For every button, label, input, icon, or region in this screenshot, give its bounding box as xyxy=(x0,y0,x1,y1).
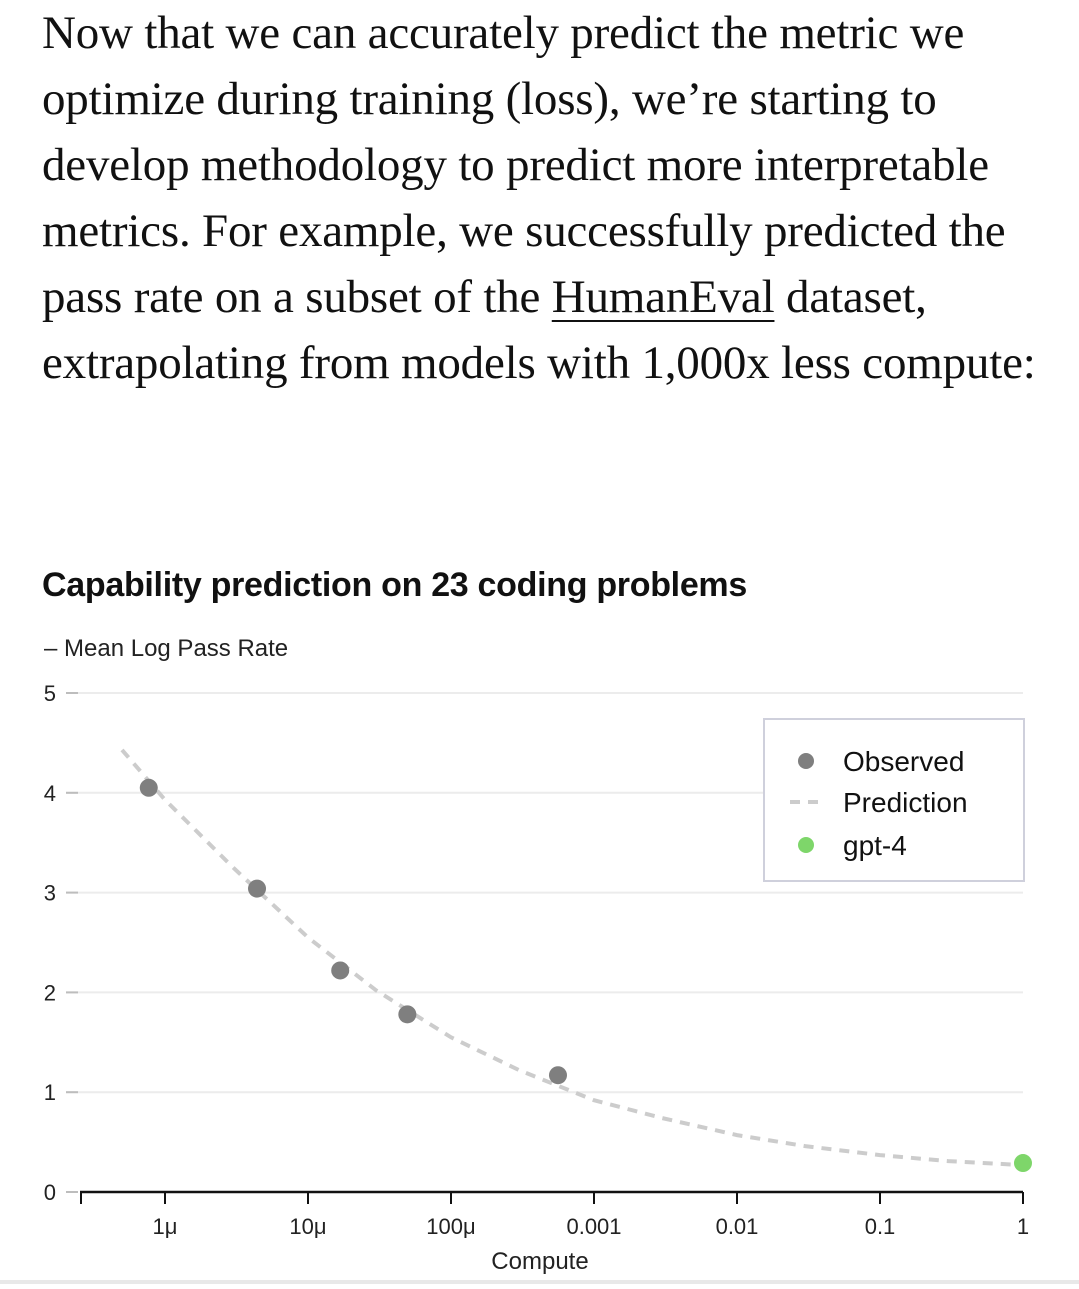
y-axis-label: – Mean Log Pass Rate xyxy=(44,635,288,662)
x-axis: 1μ 10μ 100μ 0.001 0.01 0.1 1 xyxy=(80,1190,1029,1239)
observed-point xyxy=(139,778,158,797)
gpt4-point xyxy=(1014,1154,1032,1173)
article-text: Now that we can accurately predict the m… xyxy=(42,0,1052,396)
chart-title: Capability prediction on 23 coding probl… xyxy=(42,566,747,604)
x-tick-label: 1 xyxy=(1017,1214,1029,1239)
observed-point xyxy=(548,1066,567,1085)
observed-point xyxy=(248,879,267,898)
observed-point xyxy=(331,961,350,980)
chart-container: – Mean Log Pass Rate 0 1 2 3 4 5 1μ 10μ 100μ 0.0… xyxy=(0,620,1079,1284)
legend-box xyxy=(763,718,1025,882)
humaneval-link[interactable]: HumanEval xyxy=(551,271,775,323)
y-tick-label: 1 xyxy=(44,1080,56,1105)
y-tick-label: 3 xyxy=(44,881,56,906)
legend: Observed Prediction gpt-4 xyxy=(763,718,1025,882)
x-tick-label: 1μ xyxy=(153,1214,178,1239)
y-tick-label: 5 xyxy=(44,681,56,706)
y-tick-label: 2 xyxy=(44,980,56,1005)
legend-label: Observed xyxy=(843,746,964,777)
observed-point xyxy=(398,1005,417,1024)
y-axis: 0 1 2 3 4 5 xyxy=(44,681,78,1205)
y-tick-label: 0 xyxy=(44,1180,56,1205)
x-tick-label: 10μ xyxy=(289,1214,326,1239)
chart-svg: – Mean Log Pass Rate 0 1 2 3 4 5 1μ 10μ 100μ 0.0… xyxy=(44,635,1032,1275)
x-tick-label: 0.001 xyxy=(566,1214,621,1239)
legend-gpt4-swatch xyxy=(798,837,814,853)
article-text-after-link: dataset, extrapolating from models with … xyxy=(42,271,1036,389)
legend-label: Prediction xyxy=(843,787,968,818)
x-axis-label: Compute xyxy=(491,1248,588,1275)
legend-label: gpt-4 xyxy=(843,830,907,861)
article-paragraph: Now that we can accurately predict the m… xyxy=(42,0,1052,396)
legend-observed-swatch xyxy=(798,753,814,769)
x-tick-label: 0.1 xyxy=(865,1214,896,1239)
article-text-before-link: Now that we can accurately predict the m… xyxy=(42,7,1006,323)
x-tick-label: 100μ xyxy=(426,1214,475,1239)
bottom-divider xyxy=(0,1280,1079,1284)
x-tick-label: 0.01 xyxy=(716,1214,759,1239)
y-tick-label: 4 xyxy=(44,781,56,806)
point-series xyxy=(139,778,1032,1173)
